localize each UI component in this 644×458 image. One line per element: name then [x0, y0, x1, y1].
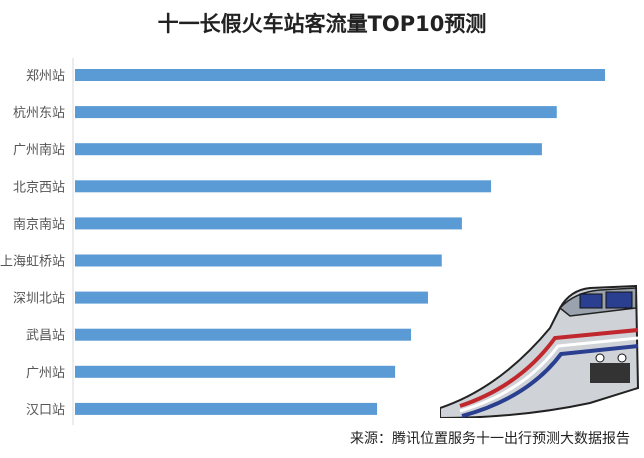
bar-3: [75, 180, 492, 193]
bar-9: [75, 402, 378, 415]
category-label: 广州南站: [13, 142, 65, 158]
bar-2: [75, 143, 542, 156]
bar-1: [75, 106, 557, 119]
bar-4: [75, 217, 462, 230]
category-label: 南京南站: [13, 216, 65, 232]
category-label: 杭州东站: [13, 106, 65, 121]
category-label: 汉口站: [26, 403, 65, 418]
bar-8: [75, 365, 396, 378]
category-label: 深圳北站: [13, 292, 65, 307]
bar-5: [75, 254, 442, 267]
category-label: 郑州站: [26, 69, 65, 84]
category-label: 上海虹桥站: [0, 255, 65, 270]
source-note: 来源：腾讯位置服务十一出行预测大数据报告: [350, 431, 630, 447]
bar-0: [75, 69, 605, 81]
train-icon: [440, 284, 640, 418]
bar-6: [75, 291, 428, 304]
chart-title: 十一长假火车站客流量TOP10预测: [157, 12, 487, 36]
category-label: 北京西站: [13, 180, 65, 195]
bar-7: [75, 328, 412, 341]
category-label: 广州站: [26, 366, 65, 381]
category-label: 武昌站: [26, 329, 65, 344]
